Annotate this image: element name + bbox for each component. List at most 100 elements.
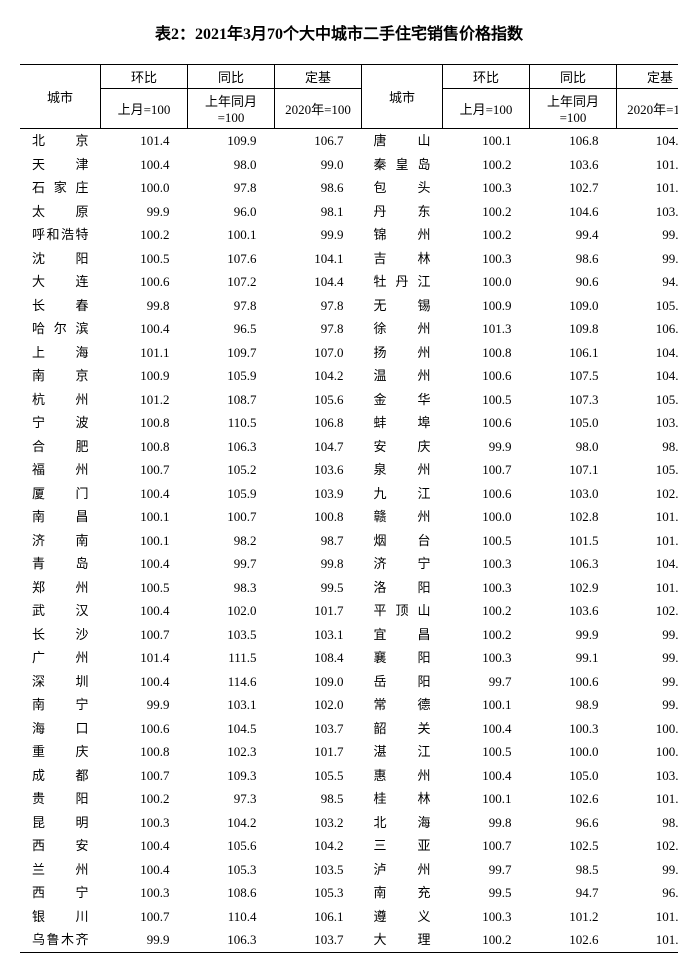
- table-row: 昆 明100.3104.2103.2北 海99.896.698.0: [20, 811, 678, 835]
- value-cell: 100.6: [530, 670, 617, 694]
- value-cell: 102.6: [530, 928, 617, 952]
- value-cell: 103.0: [530, 482, 617, 506]
- value-cell: 99.6: [617, 670, 678, 694]
- city-cell: 烟 台: [362, 529, 443, 553]
- table-row: 济 南100.198.298.7烟 台100.5101.5101.6: [20, 529, 678, 553]
- value-cell: 108.4: [275, 646, 362, 670]
- city-cell: 北 京: [20, 129, 101, 153]
- table-row: 郑 州100.598.399.5洛 阳100.3102.9101.9: [20, 576, 678, 600]
- value-cell: 100.2: [443, 223, 530, 247]
- value-cell: 101.6: [617, 787, 678, 811]
- value-cell: 103.6: [530, 599, 617, 623]
- value-cell: 105.2: [617, 294, 678, 318]
- value-cell: 99.8: [275, 552, 362, 576]
- value-cell: 98.1: [275, 200, 362, 224]
- value-cell: 101.5: [530, 529, 617, 553]
- table-row: 西 宁100.3108.6105.3南 充99.594.796.3: [20, 881, 678, 905]
- value-cell: 101.2: [101, 388, 188, 412]
- value-cell: 110.5: [188, 411, 275, 435]
- value-cell: 105.0: [530, 764, 617, 788]
- city-cell: 九 江: [362, 482, 443, 506]
- subheader-yoy-right: 上年同月=100: [530, 89, 617, 129]
- table-row: 厦 门100.4105.9103.9九 江100.6103.0102.5: [20, 482, 678, 506]
- value-cell: 106.7: [275, 129, 362, 153]
- city-cell: 贵 阳: [20, 787, 101, 811]
- city-cell: 锦 州: [362, 223, 443, 247]
- city-cell: 兰 州: [20, 858, 101, 882]
- value-cell: 103.4: [617, 411, 678, 435]
- value-cell: 100.7: [101, 623, 188, 647]
- value-cell: 99.1: [530, 646, 617, 670]
- value-cell: 107.5: [530, 364, 617, 388]
- value-cell: 99.7: [188, 552, 275, 576]
- value-cell: 100.4: [443, 717, 530, 741]
- city-cell: 乌鲁木齐: [20, 928, 101, 952]
- value-cell: 104.1: [275, 247, 362, 271]
- city-cell: 昆 明: [20, 811, 101, 835]
- value-cell: 100.1: [101, 505, 188, 529]
- value-cell: 100.5: [443, 529, 530, 553]
- table-row: 成 都100.7109.3105.5惠 州100.4105.0103.7: [20, 764, 678, 788]
- value-cell: 105.9: [188, 364, 275, 388]
- city-cell: 扬 州: [362, 341, 443, 365]
- table-row: 兰 州100.4105.3103.5泸 州99.798.599.2: [20, 858, 678, 882]
- value-cell: 99.8: [443, 811, 530, 835]
- subheader-base-left: 2020年=100: [275, 89, 362, 129]
- value-cell: 106.8: [530, 129, 617, 153]
- value-cell: 100.2: [443, 928, 530, 952]
- city-cell: 合 肥: [20, 435, 101, 459]
- city-cell: 哈 尔 滨: [20, 317, 101, 341]
- city-cell: 唐 山: [362, 129, 443, 153]
- value-cell: 100.5: [443, 740, 530, 764]
- city-cell: 西 宁: [20, 881, 101, 905]
- value-cell: 106.8: [275, 411, 362, 435]
- value-cell: 103.6: [530, 153, 617, 177]
- value-cell: 106.3: [530, 552, 617, 576]
- value-cell: 104.5: [188, 717, 275, 741]
- value-cell: 96.6: [530, 811, 617, 835]
- table-row: 南 昌100.1100.7100.8赣 州100.0102.8101.6: [20, 505, 678, 529]
- city-cell: 南 京: [20, 364, 101, 388]
- value-cell: 105.3: [275, 881, 362, 905]
- city-cell: 南 充: [362, 881, 443, 905]
- value-cell: 107.6: [188, 247, 275, 271]
- value-cell: 102.5: [530, 834, 617, 858]
- value-cell: 102.3: [188, 740, 275, 764]
- value-cell: 99.2: [617, 858, 678, 882]
- value-cell: 102.6: [530, 787, 617, 811]
- value-cell: 99.2: [617, 247, 678, 271]
- subheader-base-right: 2020年=100: [617, 89, 678, 129]
- value-cell: 98.3: [617, 435, 678, 459]
- value-cell: 101.2: [530, 905, 617, 929]
- value-cell: 111.5: [188, 646, 275, 670]
- value-cell: 100.7: [188, 505, 275, 529]
- value-cell: 102.9: [530, 576, 617, 600]
- value-cell: 107.0: [275, 341, 362, 365]
- value-cell: 104.2: [188, 811, 275, 835]
- city-cell: 长 沙: [20, 623, 101, 647]
- city-cell: 西 安: [20, 834, 101, 858]
- value-cell: 104.7: [275, 435, 362, 459]
- value-cell: 103.1: [188, 693, 275, 717]
- city-cell: 吉 林: [362, 247, 443, 271]
- header-city-left: 城市: [20, 65, 101, 129]
- city-cell: 海 口: [20, 717, 101, 741]
- city-cell: 徐 州: [362, 317, 443, 341]
- value-cell: 97.8: [275, 317, 362, 341]
- city-cell: 济 宁: [362, 552, 443, 576]
- value-cell: 110.4: [188, 905, 275, 929]
- value-cell: 94.7: [530, 881, 617, 905]
- value-cell: 100.1: [443, 129, 530, 153]
- value-cell: 100.2: [443, 200, 530, 224]
- city-cell: 遵 义: [362, 905, 443, 929]
- value-cell: 103.5: [275, 858, 362, 882]
- table-row: 福 州100.7105.2103.6泉 州100.7107.1105.2: [20, 458, 678, 482]
- value-cell: 101.4: [101, 129, 188, 153]
- value-cell: 100.3: [443, 646, 530, 670]
- value-cell: 100.4: [101, 834, 188, 858]
- value-cell: 100.2: [443, 153, 530, 177]
- value-cell: 100.3: [443, 176, 530, 200]
- value-cell: 98.6: [275, 176, 362, 200]
- price-index-table: 城市 环比 同比 定基 城市 环比 同比 定基 上月=100 上年同月=100 …: [20, 64, 678, 953]
- value-cell: 108.6: [188, 881, 275, 905]
